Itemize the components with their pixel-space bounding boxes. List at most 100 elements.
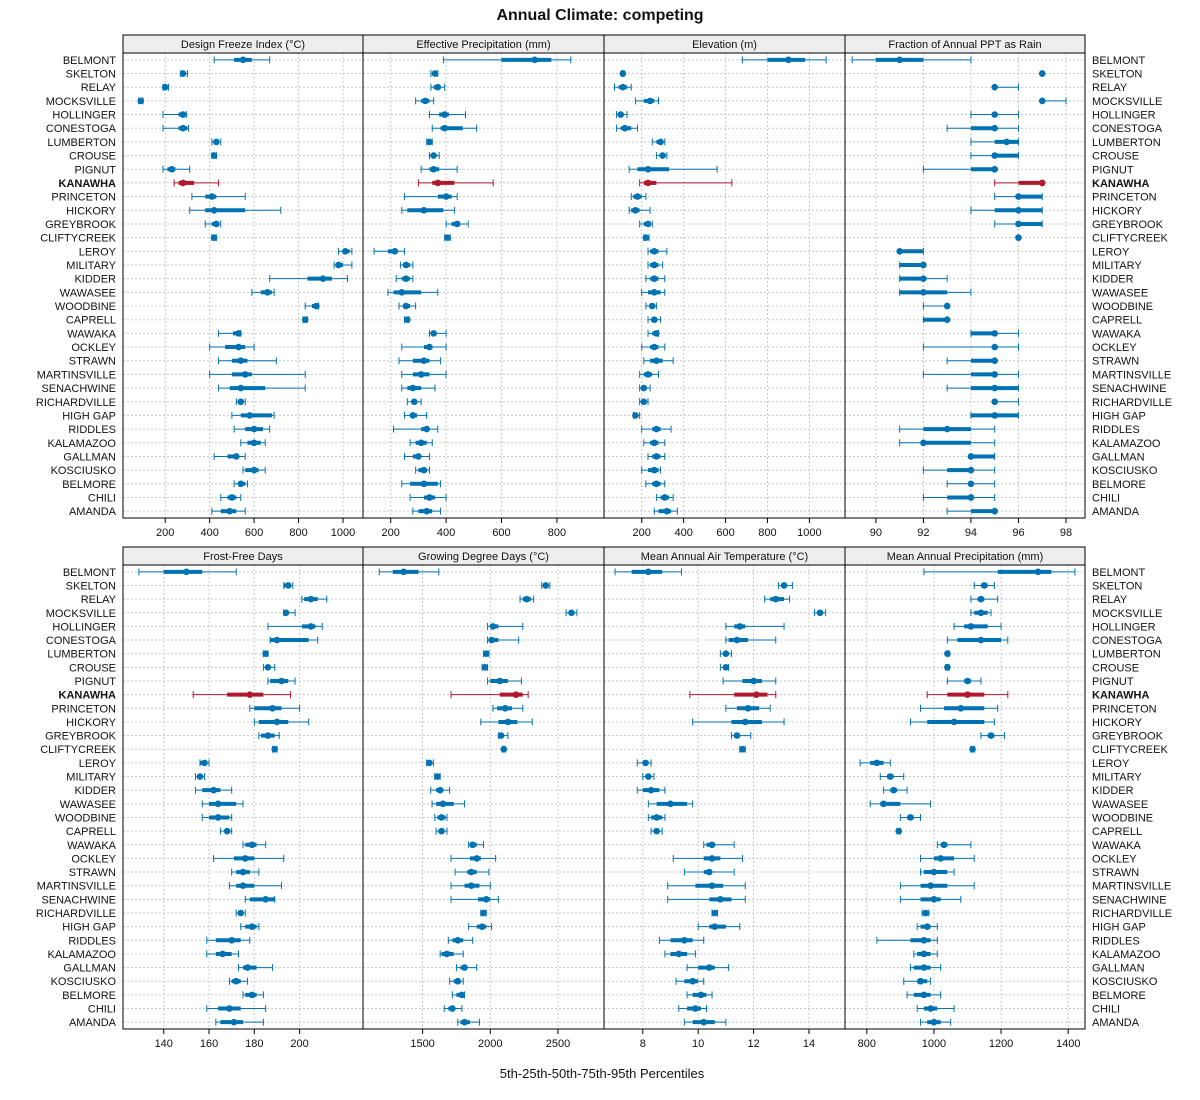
median-point <box>248 923 256 930</box>
percentile-mark <box>899 882 975 890</box>
percentile-mark <box>936 841 972 849</box>
row-label-right: KIDDER <box>1092 785 1134 797</box>
percentile-mark <box>435 827 448 835</box>
percentile-mark <box>647 452 666 460</box>
percentile-mark <box>301 595 328 603</box>
percentile-mark <box>430 70 439 78</box>
row-label: WOODBINE <box>55 301 116 313</box>
median-point <box>319 275 327 282</box>
row-label-right: MOCKSVILLE <box>1092 96 1162 108</box>
median-point <box>708 841 716 849</box>
row-label-right: GREYBROOK <box>1092 731 1164 743</box>
median-point <box>650 275 658 282</box>
x-tick-label: 800 <box>289 527 307 539</box>
percentile-mark <box>428 111 466 119</box>
percentile-mark <box>946 357 999 365</box>
x-tick-label: 800 <box>548 527 566 539</box>
percentile-mark <box>194 786 233 794</box>
percentile-mark <box>636 786 666 794</box>
row-label: MARTINSVILLE <box>37 369 116 381</box>
panel-frame <box>362 564 605 1030</box>
percentile-mark <box>468 923 493 931</box>
percentile-mark <box>619 70 627 78</box>
median-point <box>981 582 988 589</box>
row-label-right: PRINCETON <box>1092 703 1157 715</box>
row-label-right: LUMBERTON <box>1092 137 1161 149</box>
median-point <box>423 507 431 515</box>
median-point <box>402 261 410 269</box>
percentile-mark <box>725 704 771 712</box>
percentile-mark <box>162 111 187 119</box>
row-label: MILITARY <box>66 260 116 272</box>
percentile-mark <box>237 964 273 972</box>
row-label-right: CROUSE <box>1092 662 1139 674</box>
median-point <box>497 732 505 739</box>
x-tick-label: 8 <box>640 1038 646 1050</box>
percentile-mark <box>249 704 301 712</box>
percentile-mark <box>492 704 524 712</box>
median-point <box>705 964 713 971</box>
median-point <box>621 124 629 132</box>
median-point <box>896 56 903 64</box>
row-label: RELAY <box>81 82 117 94</box>
median-point <box>653 827 660 835</box>
row-label: AMANDA <box>69 1017 117 1029</box>
median-point <box>417 371 425 378</box>
row-label: CONESTOGA <box>46 635 117 647</box>
row-label: AMANDA <box>69 506 117 518</box>
percentile-mark <box>387 288 439 296</box>
percentile-mark <box>228 977 249 985</box>
x-tick-label: 1000 <box>331 527 355 539</box>
percentile-mark <box>219 827 233 835</box>
median-point <box>402 275 410 282</box>
row-label-right: KOSCIUSKO <box>1092 976 1158 988</box>
percentile-mark <box>922 343 1019 351</box>
row-label-right: SENACHWINE <box>1092 383 1167 395</box>
percentile-mark <box>672 854 744 862</box>
percentile-mark <box>689 691 777 699</box>
percentile-mark <box>741 56 827 64</box>
row-label-right: CONESTOGA <box>1092 123 1163 135</box>
row-label: LUMBERTON <box>47 649 116 661</box>
median-point <box>415 453 422 460</box>
percentile-mark <box>304 302 320 310</box>
row-label-right: WOODBINE <box>1092 812 1153 824</box>
median-point <box>430 152 437 159</box>
row-label: MOCKSVILLE <box>46 96 116 108</box>
percentile-mark <box>920 1018 952 1026</box>
median-point <box>441 124 449 132</box>
median-point <box>977 609 985 617</box>
percentile-mark <box>869 800 932 808</box>
percentile-mark <box>211 138 222 146</box>
median-point <box>468 868 475 876</box>
row-label-right: BELMONT <box>1092 567 1145 579</box>
percentile-mark <box>242 991 264 999</box>
median-point <box>940 841 948 849</box>
percentile-mark <box>431 124 478 132</box>
median-point <box>920 261 927 269</box>
median-point <box>241 371 249 378</box>
row-label-right: KANAWHA <box>1092 178 1149 190</box>
percentile-mark <box>994 193 1043 201</box>
median-point <box>239 868 247 876</box>
percentile-mark <box>686 991 713 999</box>
median-point <box>438 827 445 835</box>
median-point <box>426 138 433 146</box>
median-point <box>523 595 531 603</box>
row-label: CLIFTYCREEK <box>40 744 116 756</box>
median-point <box>648 302 656 310</box>
median-point <box>313 302 320 310</box>
percentile-mark <box>218 329 242 337</box>
median-point <box>640 384 648 392</box>
row-label-right: CAPRELL <box>1092 826 1142 838</box>
median-point <box>223 827 231 835</box>
row-label: GREYBROOK <box>45 731 117 743</box>
percentile-mark <box>258 732 280 740</box>
percentile-mark <box>711 909 719 917</box>
median-point <box>987 732 995 739</box>
percentile-mark <box>497 732 509 740</box>
median-point <box>461 964 468 971</box>
row-label-right: SKELTON <box>1092 69 1142 81</box>
row-label: PIGNUT <box>74 676 116 688</box>
median-point <box>404 316 411 323</box>
